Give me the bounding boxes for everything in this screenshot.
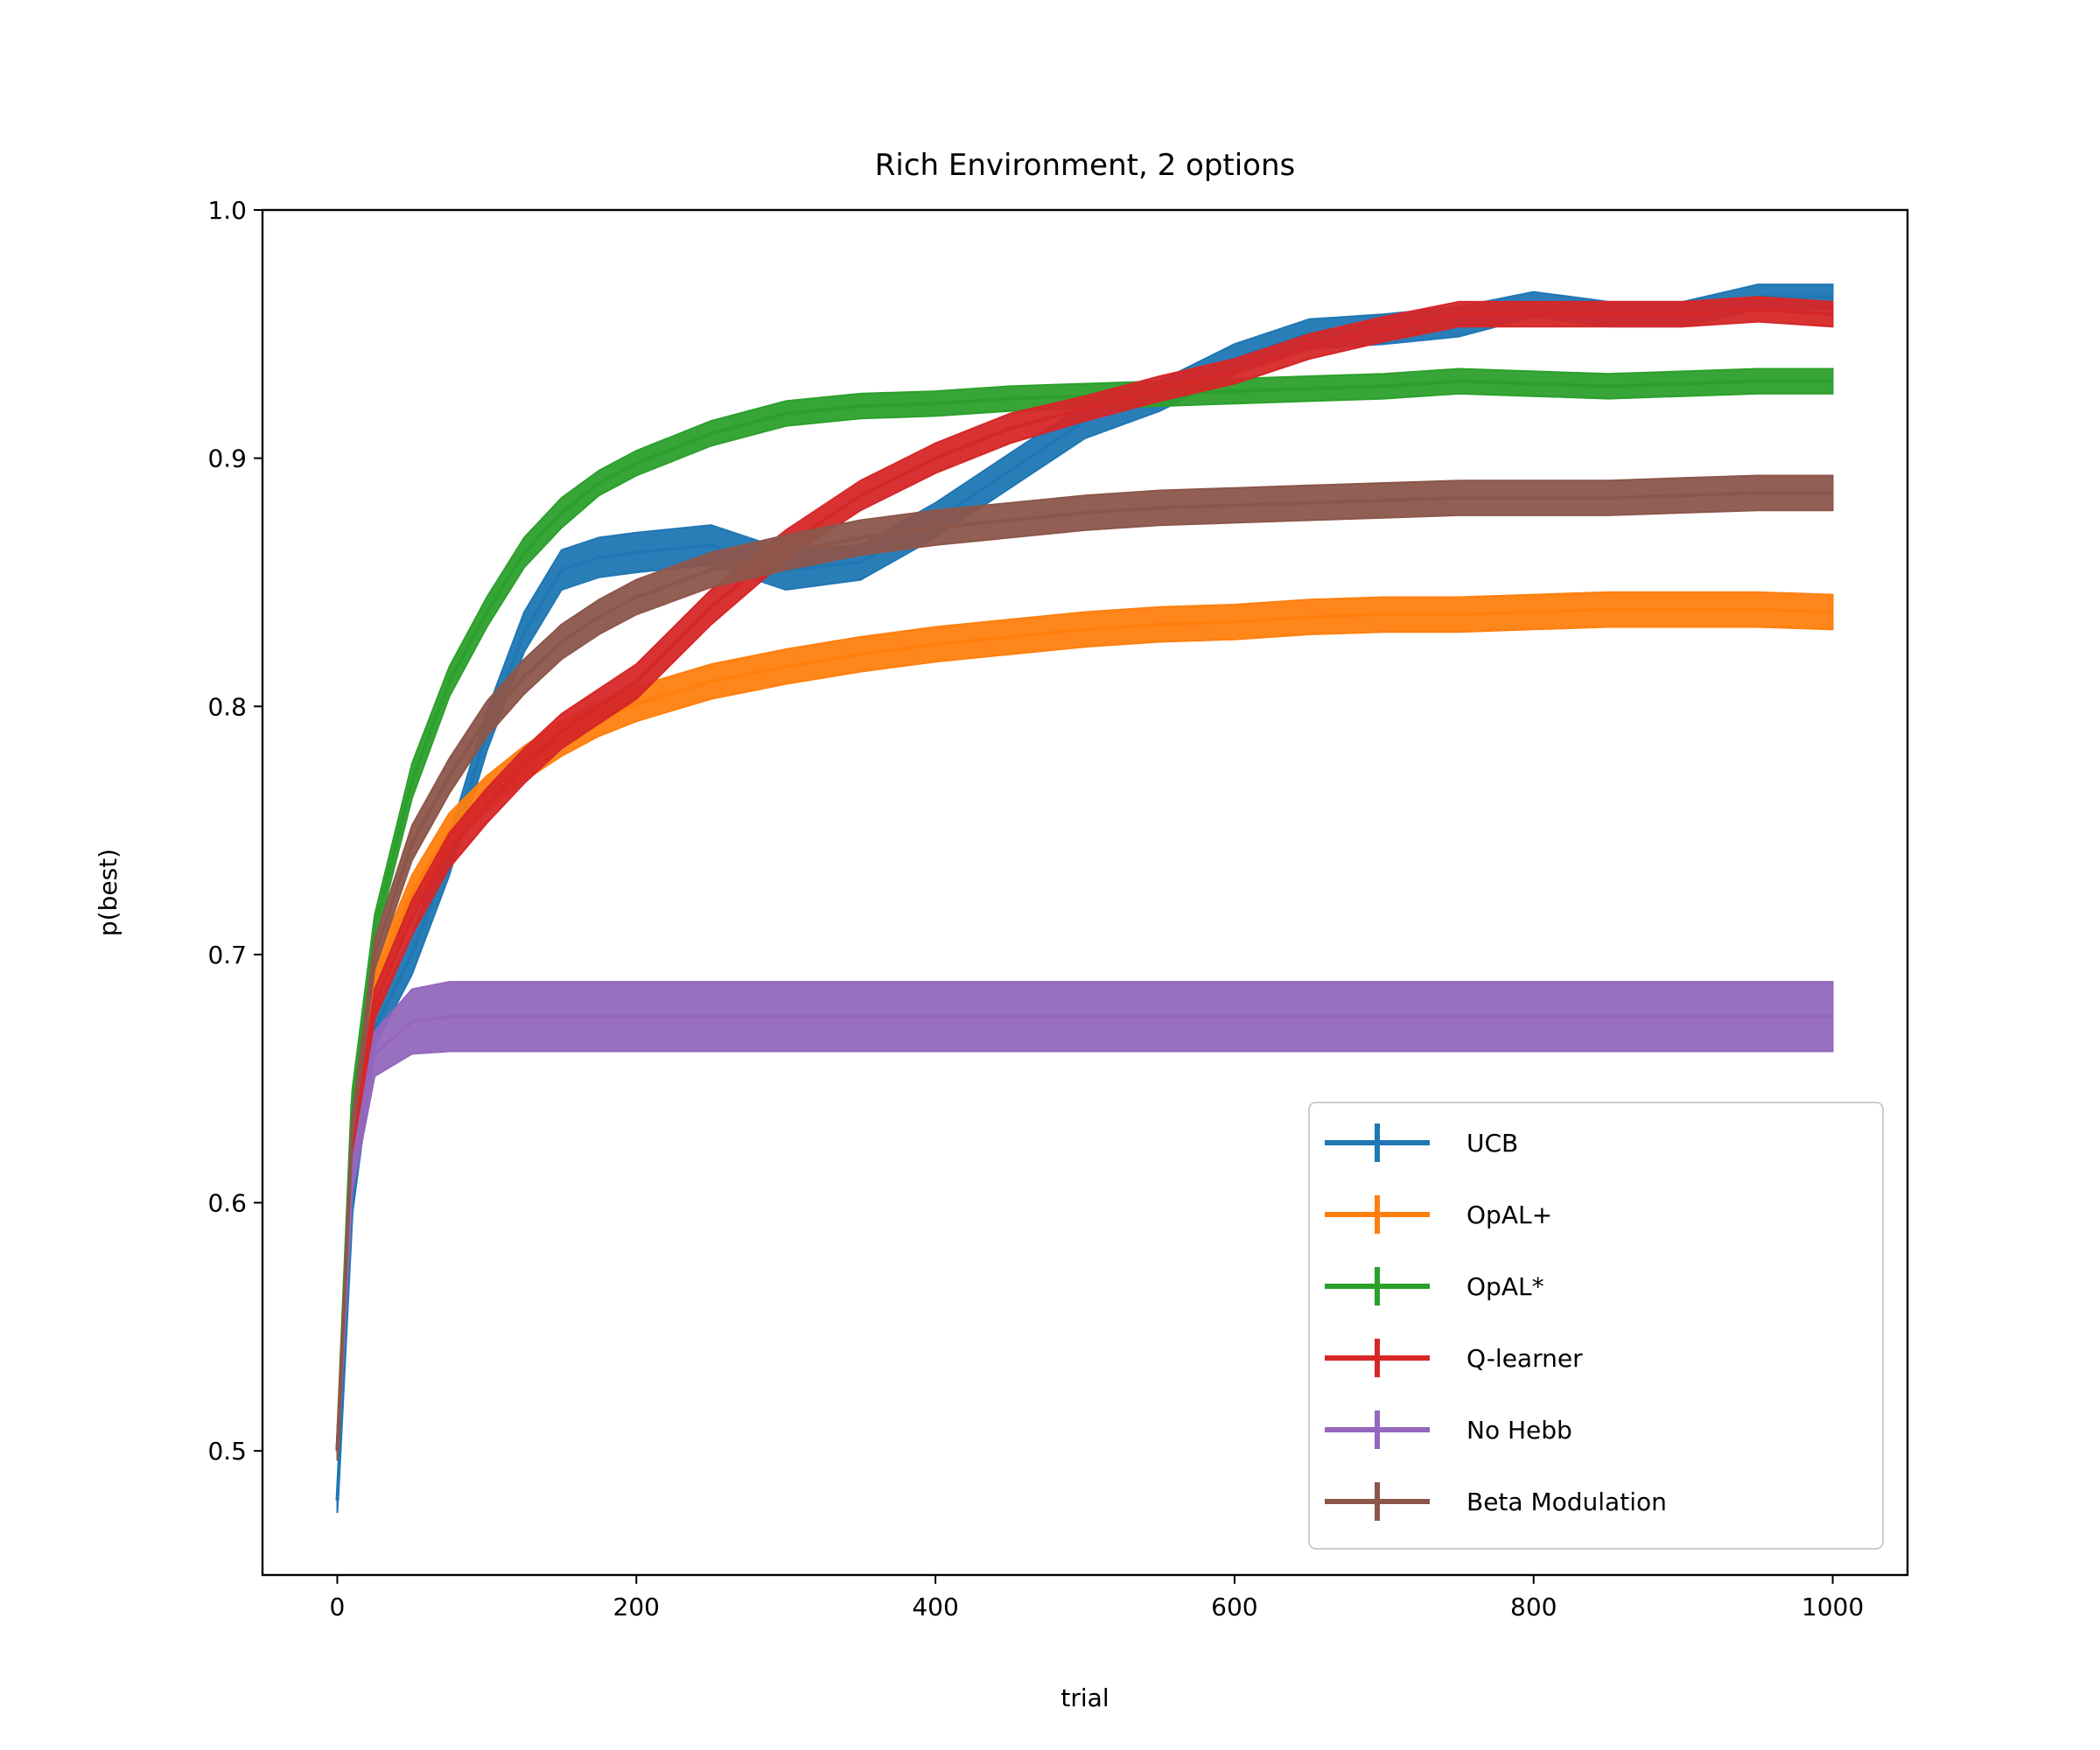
x-tick-label: 400 xyxy=(912,1592,958,1621)
legend-label: OpAL* xyxy=(1466,1272,1544,1301)
line-opal xyxy=(335,379,1833,1452)
x-tick-label: 0 xyxy=(330,1592,346,1621)
legend-label: Q-learner xyxy=(1466,1344,1583,1373)
legend-item-opal: OpAL* xyxy=(1325,1267,1544,1306)
legend-item-beta-modulation: Beta Modulation xyxy=(1325,1482,1667,1521)
legend: UCB OpAL+ OpAL* Q-learner No Hebb Beta Modula… xyxy=(1308,1102,1884,1550)
legend-item-ucb: UCB xyxy=(1325,1124,1518,1162)
line-q-learner xyxy=(335,307,1833,1452)
y-axis-label: p(best) xyxy=(94,849,122,936)
series-no-hebb xyxy=(335,981,1834,1461)
legend-label: No Hebb xyxy=(1466,1416,1572,1445)
legend-label: Beta Modulation xyxy=(1466,1488,1667,1516)
legend-item-q-learner: Q-learner xyxy=(1325,1339,1583,1377)
legend-item-no-hebb: No Hebb xyxy=(1325,1410,1572,1449)
x-tick-label: 600 xyxy=(1211,1592,1257,1621)
series-opal xyxy=(335,368,1834,1461)
legend-label: UCB xyxy=(1466,1129,1518,1158)
plot-frame xyxy=(261,208,1909,1577)
x-tick-label: 1000 xyxy=(1802,1592,1864,1621)
error-band-beta-modulation xyxy=(336,474,1834,1461)
y-tick-label: 0.9 xyxy=(207,444,247,473)
series-layer xyxy=(335,284,1834,1514)
legend-item-opal: OpAL+ xyxy=(1325,1195,1552,1234)
y-tick-label: 0.8 xyxy=(207,692,247,721)
x-tick-label: 800 xyxy=(1510,1592,1557,1621)
plot-area xyxy=(261,208,1909,1577)
series-beta-modulation xyxy=(335,474,1834,1461)
legend-label: OpAL+ xyxy=(1466,1200,1552,1229)
y-tick-label: 1.0 xyxy=(207,196,247,225)
error-band-opal xyxy=(336,368,1834,1461)
y-tick-label: 0.5 xyxy=(207,1437,247,1466)
x-tick-label: 200 xyxy=(613,1592,660,1621)
chart-title: Rich Environment, 2 options xyxy=(875,148,1296,183)
error-band-q-learner xyxy=(336,296,1834,1461)
error-band-no-hebb xyxy=(336,981,1834,1461)
y-tick-label: 0.7 xyxy=(207,941,247,970)
x-axis-label: trial xyxy=(1060,1684,1109,1712)
y-axis: 0.5 0.6 0.7 0.8 0.9 1.0 xyxy=(207,196,262,1466)
series-q-learner xyxy=(335,296,1834,1461)
y-tick-label: 0.6 xyxy=(207,1189,247,1218)
x-axis: 0 200 400 600 800 1000 xyxy=(330,1575,1864,1621)
legend-box xyxy=(1308,1102,1884,1550)
line-no-hebb xyxy=(335,1014,1833,1452)
line-beta-modulation xyxy=(335,491,1833,1452)
